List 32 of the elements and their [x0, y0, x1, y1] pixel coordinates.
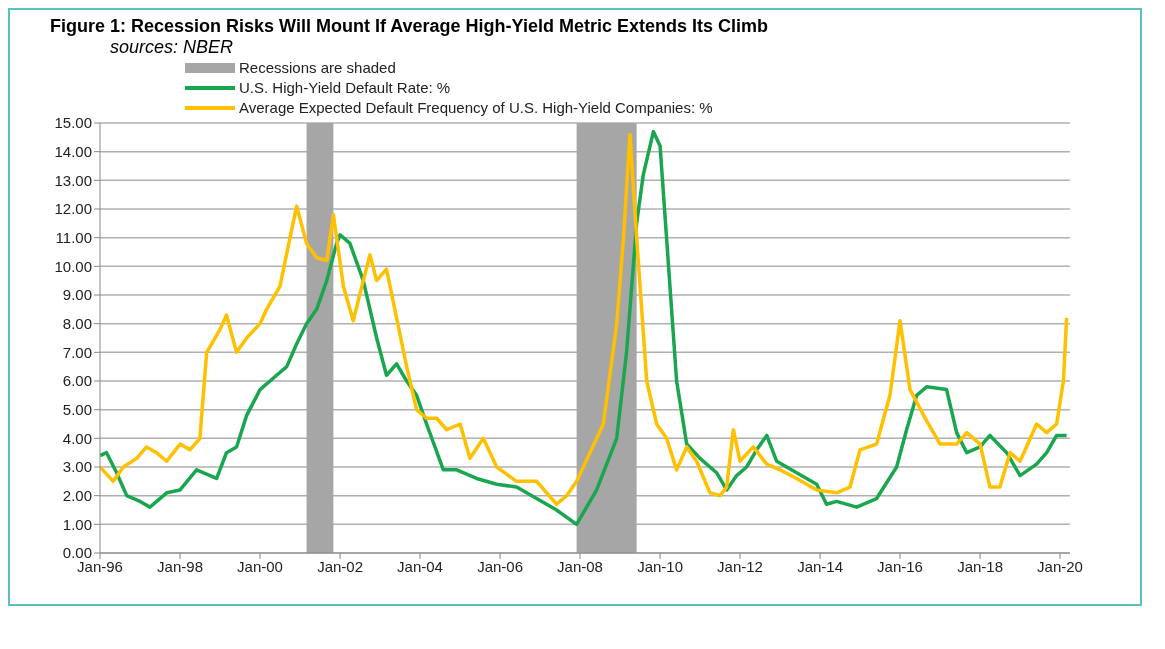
x-tick-label: Jan-98 — [157, 557, 203, 575]
y-tick-label: 13.00 — [54, 171, 92, 189]
x-tick-label: Jan-20 — [1037, 557, 1083, 575]
legend-label: Average Expected Default Frequency of U.S. High-Yield Companies: % — [239, 98, 713, 118]
y-tick-label: 4.00 — [62, 429, 92, 447]
y-tick-label: 6.00 — [62, 372, 92, 390]
y-tick-label: 9.00 — [62, 286, 92, 304]
x-tick-label: Jan-14 — [797, 557, 844, 575]
x-tick-label: Jan-10 — [637, 557, 684, 575]
y-tick-label: 1.00 — [62, 515, 92, 533]
chart-subtitle: sources: NBER — [110, 37, 235, 58]
legend-label: Recessions are shaded — [239, 58, 396, 78]
x-tick-label: Jan-04 — [397, 557, 443, 575]
x-tick-label: Jan-12 — [717, 557, 763, 575]
y-tick-label: 15.00 — [54, 114, 92, 132]
chart-title: Figure 1: Recession Risks Will Mount If Average High-Yield Metric Extends Its Climb — [50, 16, 769, 37]
legend-label: U.S. High-Yield Default Rate: % — [239, 78, 451, 98]
x-tick-label: Jan-00 — [237, 557, 283, 575]
x-tick-label: Jan-16 — [877, 557, 923, 575]
x-tick-label: Jan-02 — [317, 557, 363, 575]
x-tick-label: Jan-18 — [957, 557, 1004, 575]
y-tick-label: 12.00 — [54, 200, 92, 218]
y-tick-label: 14.00 — [54, 142, 92, 160]
y-tick-label: 2.00 — [62, 486, 92, 504]
y-tick-label: 8.00 — [62, 314, 92, 332]
y-tick-label: 11.00 — [55, 228, 92, 246]
y-tick-label: 5.00 — [62, 400, 92, 418]
y-tick-label: 3.00 — [62, 458, 92, 476]
y-tick-label: 10.00 — [54, 257, 92, 275]
y-tick-label: 7.00 — [62, 343, 92, 361]
x-tick-label: Jan-06 — [477, 557, 524, 575]
x-tick-label: Jan-08 — [557, 557, 603, 575]
